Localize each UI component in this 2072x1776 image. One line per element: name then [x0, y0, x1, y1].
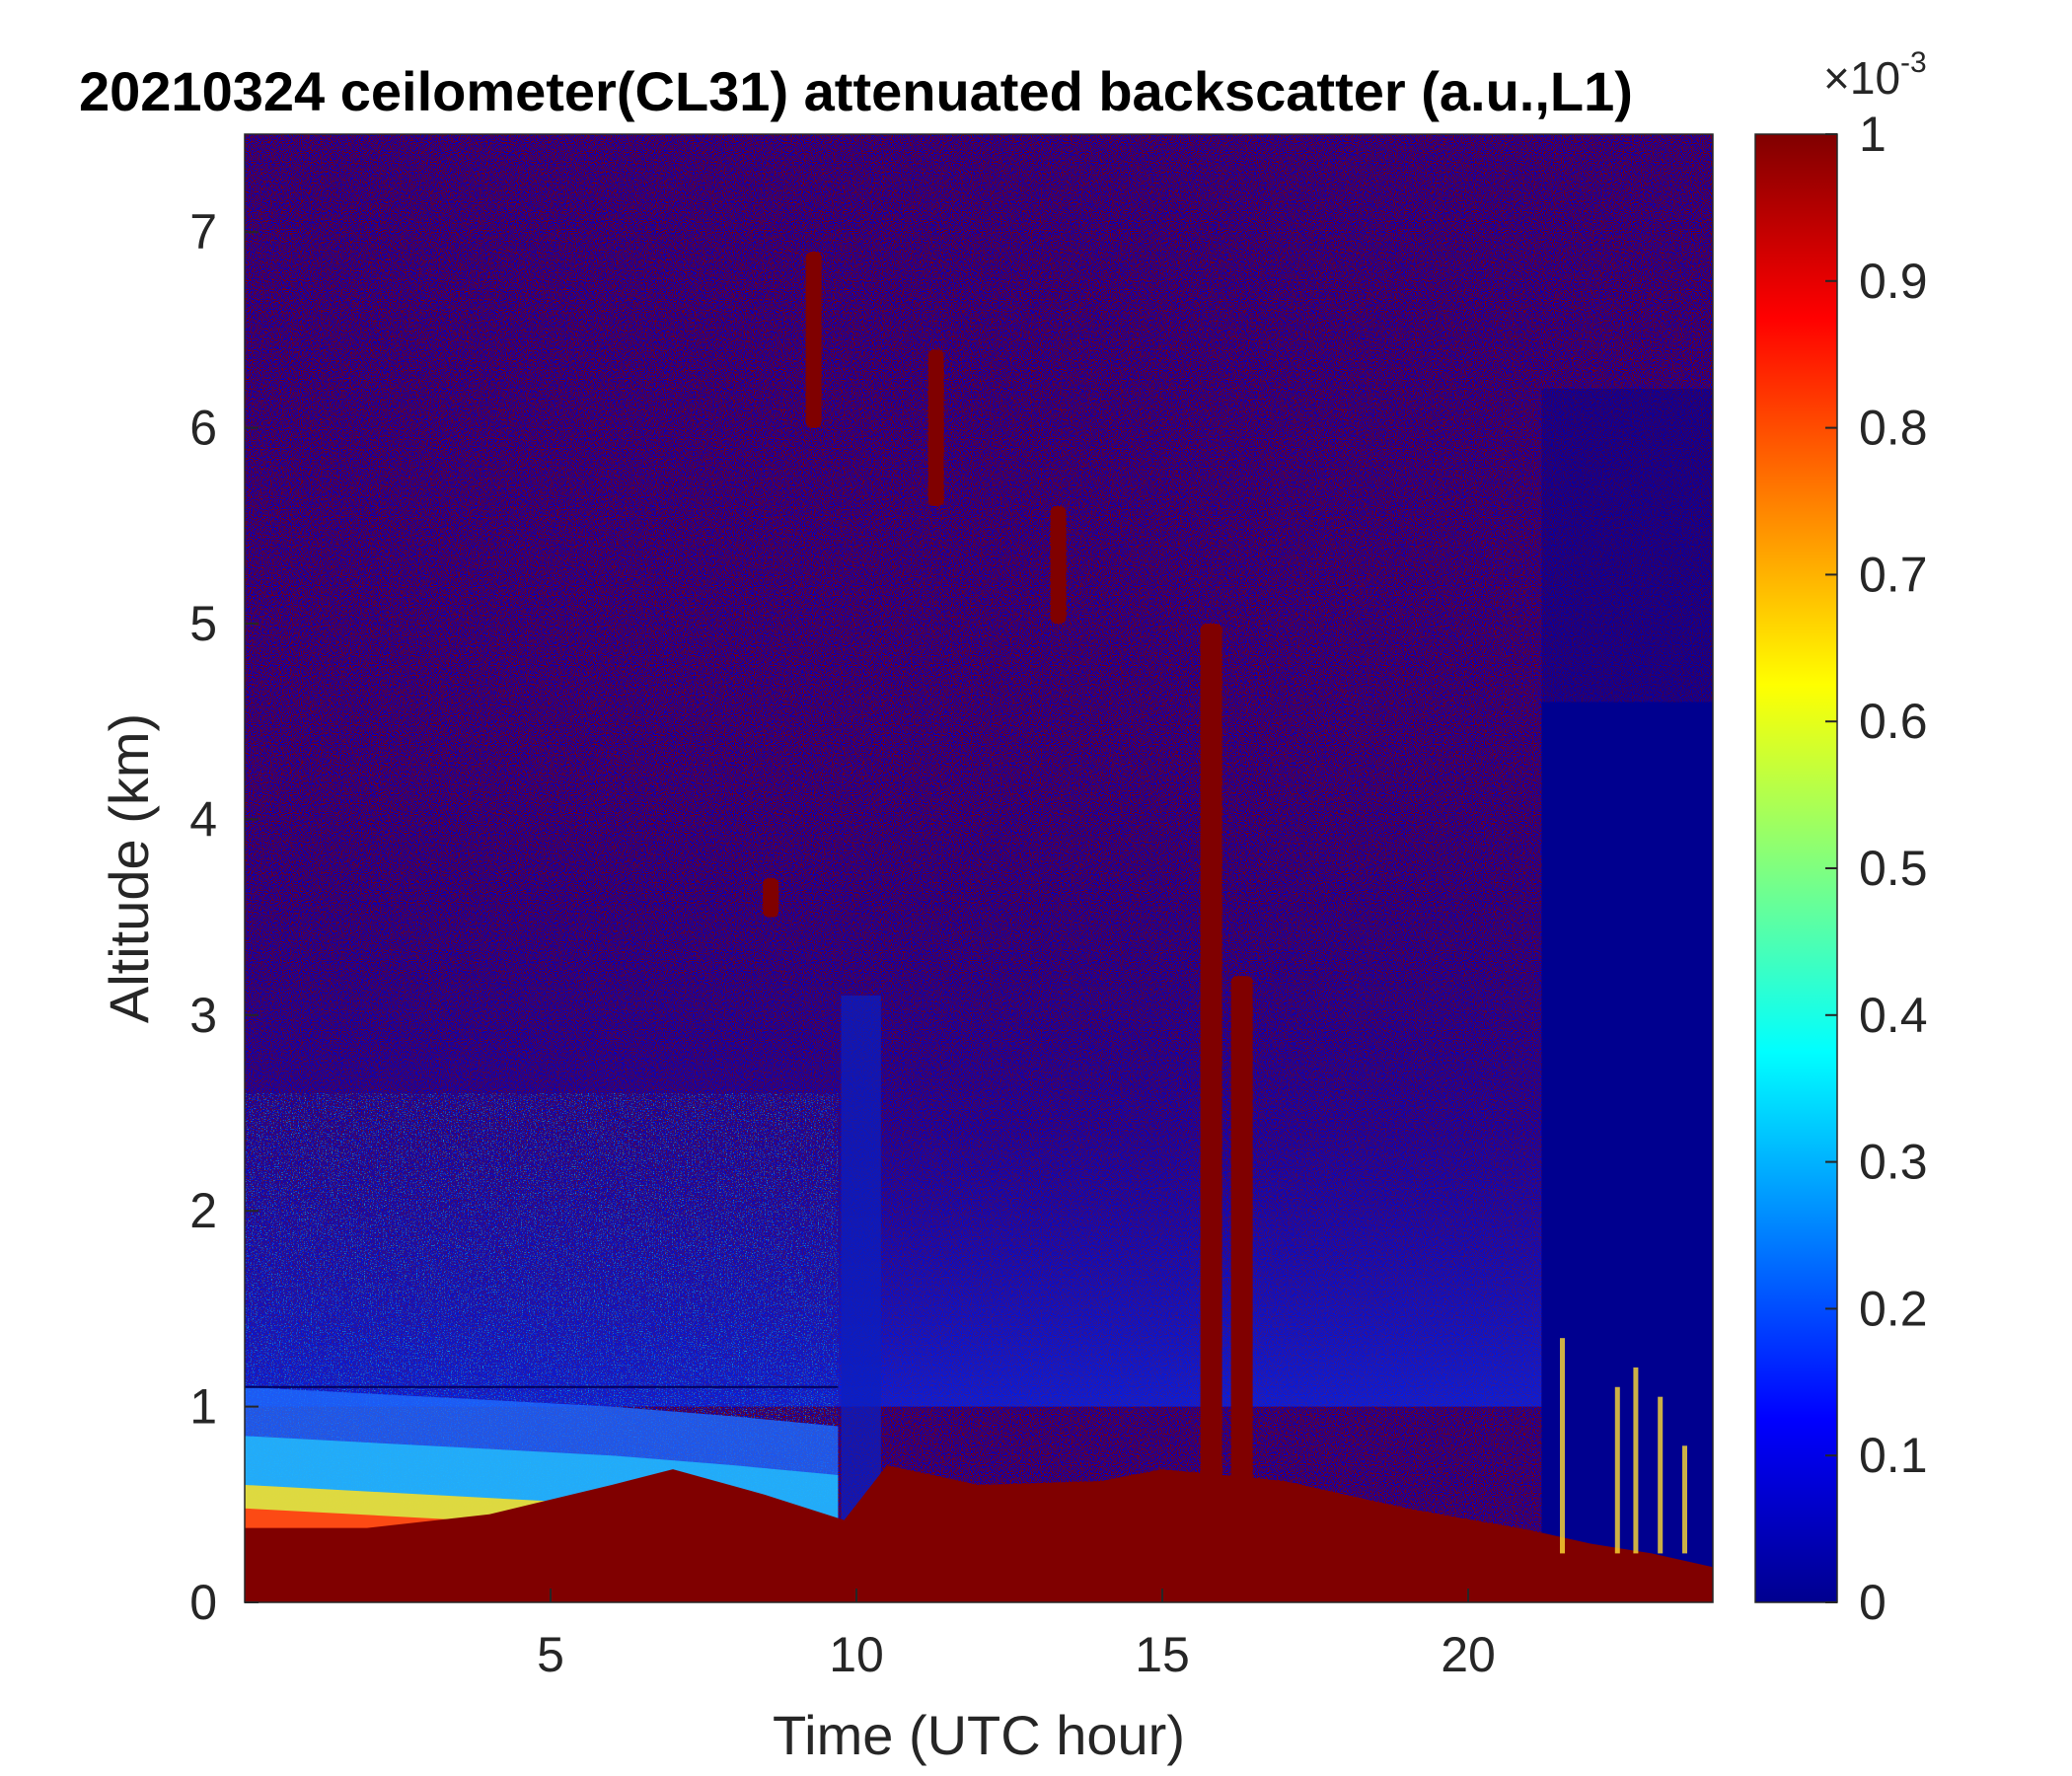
surface-spike-2 — [1633, 1367, 1639, 1554]
x-axis-label: Time (UTC hour) — [773, 1704, 1185, 1766]
colorbar-tick-label: 0.6 — [1859, 694, 1928, 749]
x-tick-label: 20 — [1441, 1627, 1496, 1682]
colorbar-tick-label: 0.8 — [1859, 401, 1928, 456]
chart-title: 20210324 ceilometer(CL31) attenuated bac… — [79, 60, 1633, 122]
surface-spike-4 — [1682, 1445, 1687, 1554]
cloud-streak-2 — [805, 252, 822, 428]
colorbar-exponent: ×10-3 — [1823, 45, 1927, 104]
cloud-streak-5 — [763, 877, 779, 918]
y-tick-label: 6 — [189, 401, 217, 456]
plot-frame — [244, 133, 1714, 1603]
surface-spike-0 — [1560, 1338, 1565, 1554]
cloud-streak-1 — [1230, 976, 1253, 1485]
colorbar-tick-label: 0 — [1859, 1575, 1887, 1630]
colorbar-tick-label: 0.9 — [1859, 254, 1928, 309]
cloud-streak-4 — [1050, 505, 1067, 624]
colorbar-tick-label: 1 — [1859, 107, 1887, 162]
y-tick-label: 4 — [189, 791, 217, 847]
surface-spike-3 — [1658, 1396, 1664, 1554]
x-tick-label: 10 — [829, 1627, 884, 1682]
cloud-streak-3 — [927, 349, 944, 506]
x-tick-label: 5 — [537, 1627, 564, 1682]
x-tick-label: 15 — [1135, 1627, 1190, 1682]
y-tick-label: 1 — [189, 1379, 217, 1435]
heatmap-image — [245, 134, 1713, 1602]
colorbar-gradient — [1755, 134, 1837, 1602]
y-tick-label: 5 — [189, 596, 217, 651]
surface-layer — [245, 1465, 1713, 1602]
transition-column — [841, 995, 881, 1524]
colorbar-tick-label: 0.2 — [1859, 1281, 1928, 1336]
axes: 5 10 15 20 0 1 2 3 4 5 6 7 Time (UTC hour) Altitude (… — [98, 133, 1714, 1766]
colorbar-tick-label: 0.7 — [1859, 547, 1928, 602]
colorbar-tick-label: 0.4 — [1859, 988, 1928, 1043]
y-tick-label: 3 — [189, 988, 217, 1043]
colorbar: 0 0.1 0.2 0.3 0.4 0.5 0.6 0.7 0.8 0.9 1 — [1754, 107, 1928, 1630]
y-tick-label: 7 — [189, 204, 217, 259]
y-tick-label: 2 — [189, 1183, 217, 1238]
clear-region-fade — [1541, 388, 1713, 703]
cloud-streak-0 — [1200, 624, 1222, 1485]
surface-spike-1 — [1614, 1386, 1620, 1554]
y-axis-label: Altitude (km) — [98, 713, 160, 1023]
y-tick-label: 0 — [189, 1575, 217, 1630]
colorbar-tick-label: 0.5 — [1859, 841, 1928, 896]
colorbar-tick-label: 0.1 — [1859, 1428, 1928, 1483]
colorbar-tick-label: 0.3 — [1859, 1135, 1928, 1190]
